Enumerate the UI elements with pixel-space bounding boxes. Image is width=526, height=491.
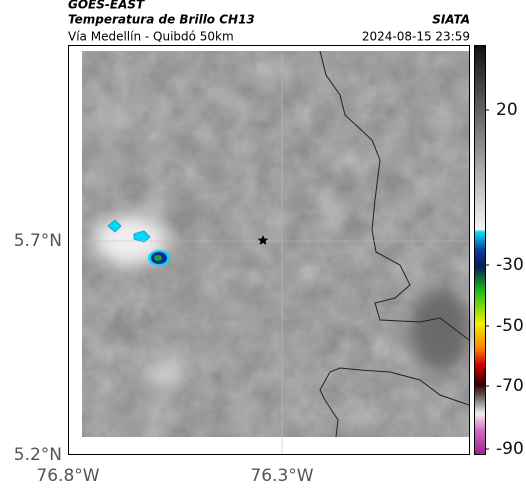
org-label: SIATA: [432, 13, 470, 27]
colorbar-label: 20: [496, 100, 518, 120]
lat-tick-label: 5.2°N: [14, 445, 62, 465]
subtitle: Vía Medellín - Quibdó 50km: [68, 30, 234, 44]
title: Temperatura de Brillo CH13: [68, 13, 255, 27]
map-frame: [68, 45, 470, 455]
colorbar-scale: [474, 45, 486, 455]
lon-tick-label: 76.8°W: [36, 466, 99, 486]
lon-tick-label: 76.3°W: [250, 466, 313, 486]
colorbar-label: -50: [496, 316, 524, 336]
colorbar-label: -30: [496, 255, 524, 275]
cold-cloud-core: [154, 255, 162, 261]
cold-cloud: [107, 219, 122, 233]
lat-tick-label: 5.7°N: [14, 231, 62, 251]
source-label: GOES-EAST: [68, 0, 145, 12]
map-area: [68, 45, 470, 455]
colorbar-label: -90: [496, 439, 524, 459]
cloud-highlights: [95, 108, 470, 390]
border-line: [319, 50, 470, 438]
colorbar-label: -70: [496, 376, 524, 396]
cold-cloud: [133, 230, 151, 243]
colorbar: 20 -30 -50 -70 -90: [474, 45, 524, 459]
location-marker: [257, 235, 269, 245]
timestamp: 2024-08-15 23:59: [362, 30, 470, 44]
